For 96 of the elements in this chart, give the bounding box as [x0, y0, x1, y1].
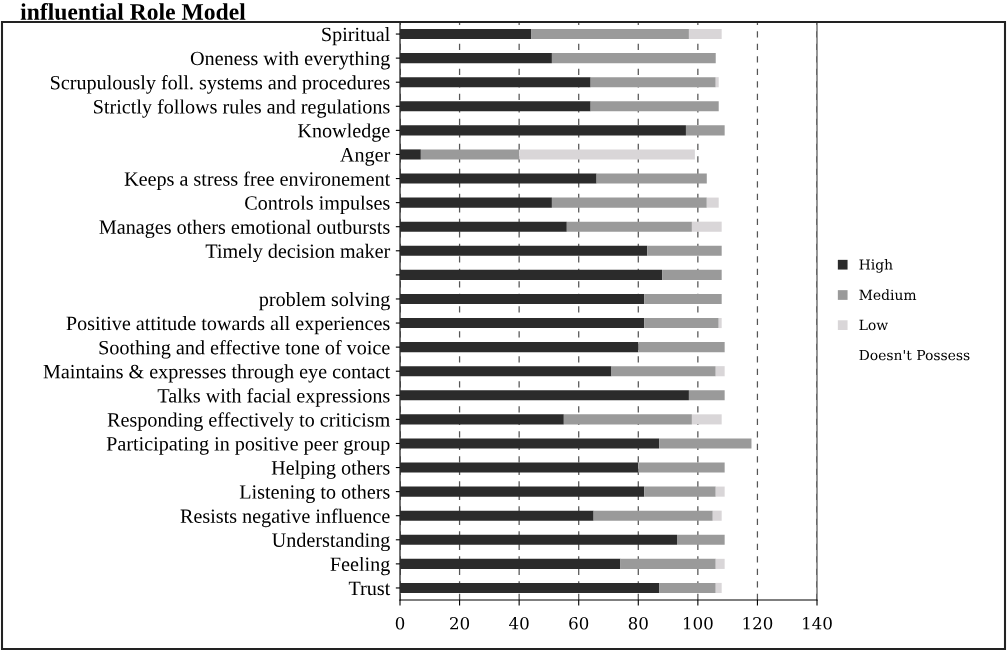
bar [400, 582, 660, 594]
y-tick-label: Spiritual [322, 27, 390, 46]
bar [659, 582, 716, 594]
bar [715, 366, 725, 377]
bar [662, 269, 722, 280]
bar [659, 438, 752, 449]
bar [590, 101, 719, 112]
bar [400, 462, 639, 473]
y-tick-label: Strictly follows rules and regulations [94, 99, 390, 118]
bar [400, 510, 594, 521]
bar [400, 366, 612, 377]
legend-label: High [859, 259, 893, 273]
bar [400, 534, 678, 545]
bar [638, 342, 725, 353]
x-tick-label: 20 [450, 616, 470, 630]
text: influential Role Model [20, 3, 246, 20]
bar [400, 28, 532, 40]
bar [644, 486, 716, 497]
x-tick-label: 80 [628, 616, 648, 630]
bar [691, 221, 722, 232]
x-tick-label: 60 [569, 616, 589, 630]
y-tick-label: Manages others emotional outbursts [99, 219, 390, 239]
bar [712, 510, 722, 521]
bar [593, 510, 713, 521]
y-tick-label: Participating in positive peer group [106, 437, 390, 455]
bar [611, 366, 716, 377]
y-tick-label: Understanding [272, 532, 390, 552]
text: Doesn't Possess [859, 349, 970, 361]
bar [400, 558, 621, 569]
bar [688, 28, 722, 40]
bar [400, 197, 552, 208]
y-tick-label: Responding effectively to criticism [107, 412, 390, 431]
bar [420, 149, 520, 160]
y-tick-label: Talks with facial expressions [157, 388, 390, 407]
bar [400, 149, 421, 160]
bar [590, 77, 716, 88]
legend-label: Medium [859, 289, 917, 301]
y-tick-label: Trust [348, 581, 391, 596]
bar [647, 245, 722, 256]
y-tick-label: Resists negative influence [180, 508, 390, 528]
bar [706, 197, 719, 208]
y-tick-label: problem solving [259, 291, 390, 311]
bar [566, 221, 692, 232]
bar [400, 53, 552, 64]
y-tick-label: Feeling [330, 556, 390, 576]
y-tick-label: Anger [340, 148, 391, 166]
bar [551, 197, 707, 208]
bar [400, 486, 645, 497]
bar [400, 317, 645, 329]
bar [400, 221, 567, 232]
bar [400, 342, 639, 353]
bar [400, 414, 564, 425]
x-tick-label: 120 [743, 616, 773, 630]
bar [596, 173, 707, 184]
bar [563, 414, 692, 425]
bar [715, 558, 725, 569]
bar [691, 414, 722, 425]
bar [677, 534, 725, 545]
y-tick-label: Controls impulses [245, 195, 390, 214]
bar [400, 173, 597, 184]
y-tick-label: Knowledge [298, 123, 390, 142]
bar [718, 317, 722, 329]
bar [400, 293, 645, 305]
x-tick-label: 100 [683, 616, 713, 630]
y-tick-label: Positive attitude towards all experiences [66, 316, 390, 335]
bar [400, 77, 591, 88]
x-tick-label: 0 [395, 616, 405, 630]
bar [685, 125, 725, 136]
bar [400, 438, 660, 449]
bar [400, 269, 663, 280]
bar [400, 390, 689, 401]
bar [715, 582, 722, 594]
y-tick-label: Keeps a stress free environement [124, 171, 391, 190]
y-tick-label: Maintains & expresses through eye contact [43, 364, 391, 383]
bar [620, 558, 716, 569]
bar [715, 77, 719, 88]
y-tick-label: Timely decision maker [205, 243, 391, 263]
y-tick-label: Oneness with everything [190, 51, 390, 70]
x-tick-label: 40 [509, 616, 529, 630]
x-tick-label: 140 [803, 616, 832, 630]
y-tick-label: Soothing and effective tone of voice [99, 340, 390, 359]
legend-label: Low [859, 319, 888, 331]
bar [551, 53, 716, 64]
bar [644, 317, 719, 329]
bar [644, 293, 722, 305]
bar [688, 390, 725, 401]
bar [400, 101, 591, 112]
bar [715, 486, 725, 497]
bar [531, 28, 689, 40]
y-tick-label: Listening to others [239, 484, 390, 503]
bar [400, 245, 648, 256]
bar [519, 149, 695, 160]
bar [638, 462, 725, 473]
y-tick-label: Scrupulously foll. systems and procedures [50, 75, 390, 94]
bar [400, 125, 686, 136]
y-tick-label: Helping others [271, 460, 390, 479]
